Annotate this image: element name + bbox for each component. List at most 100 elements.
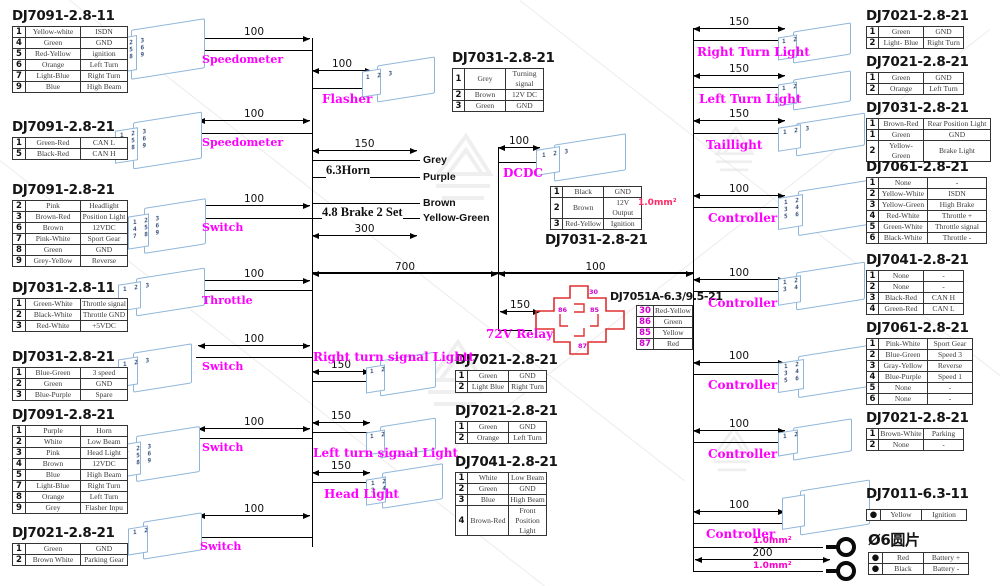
table-row: 8 Green GND	[13, 245, 128, 256]
table-cell: None	[879, 282, 924, 293]
table-title: DJ7031-2.8-21	[452, 50, 555, 66]
table-row: 1 Green-Red CAN L	[13, 138, 128, 149]
table-cell: +5VDC	[81, 321, 128, 332]
table-cell: Left Turn	[924, 84, 964, 95]
right-bus-line	[693, 28, 694, 571]
branch-label-brake: 4.8 Brake 2 Set	[322, 205, 403, 220]
table-cell: GND	[924, 27, 964, 38]
table-cell: Yellow-Green	[879, 141, 924, 162]
table-cell: 5	[867, 383, 879, 394]
table-row: 3 Black-Red CAN H	[867, 293, 964, 304]
pinout-table: DJ7031-2.8-21 1 Grey Turning signal 2 Brown 1…	[452, 50, 555, 113]
battery-positive-wire	[693, 547, 823, 548]
table-cell: 6	[13, 60, 26, 71]
table-cell: 2	[867, 189, 879, 200]
table-cell: Green	[26, 544, 81, 555]
pin-table: 1 White Low Beam 2 Green GND 3 Blue High Beam 4 Br…	[455, 472, 547, 537]
dim-line: 100	[498, 135, 540, 151]
dim-line: 150	[312, 138, 417, 154]
pin-table: 1 Yellow-white ISDN 4 Green GND 5 Red-Yellow ign…	[12, 26, 128, 93]
table-cell: 2	[456, 484, 468, 495]
table-cell: GND	[81, 544, 128, 555]
branch-label-speedometer: Speedometer	[202, 136, 284, 149]
table-cell: Head Light	[81, 448, 128, 459]
table-cell: 2	[867, 350, 879, 361]
table-cell: Pink	[26, 201, 81, 212]
table-title: DJ7021-2.8-21	[455, 352, 558, 368]
table-row: 3 Green GND	[453, 100, 544, 112]
table-cell: GND	[81, 38, 128, 49]
table-row: 2 Yellow-White ISDN	[867, 189, 987, 200]
table-cell: Blue	[26, 82, 81, 93]
table-cell: 4	[456, 506, 468, 537]
connector-drawing-9pin: 1 2 3 4 5 6 7 8 9	[115, 103, 203, 179]
table-row: 85 Yellow	[637, 328, 693, 339]
pinout-table: DJ7021-2.8-21 1 Green GND 2 Orange Left Turn	[455, 403, 558, 445]
dim-line: 150	[693, 16, 785, 32]
table-cell: 2	[13, 310, 26, 321]
table-row: 1 None -	[867, 178, 987, 189]
table-title: DJ7061-2.8-21	[866, 159, 969, 175]
pinout-table: DJ7091-2.8-21 2 Pink Headlight 3 Brown-Red Po…	[12, 182, 128, 268]
table-row: 3 Brown-Red Position Light	[13, 212, 128, 223]
table-title: DJ7021-2.8-21	[12, 525, 115, 541]
table-cell: Blue-Green	[879, 350, 928, 361]
wire	[196, 537, 312, 538]
table-cell: White	[26, 437, 81, 448]
table-cell: 5	[13, 470, 26, 481]
table-cell: 6	[13, 223, 26, 234]
table-cell: 2	[456, 433, 468, 444]
table-cell: Orange	[26, 60, 81, 71]
table-cell: Grey-Yellow	[26, 256, 81, 267]
table-row: 4 Green-Red CAN L	[867, 304, 964, 315]
table-cell: -	[928, 383, 973, 394]
table-row: 1 Green-White Throttle signal	[13, 299, 128, 310]
wire	[498, 162, 542, 163]
table-row: 4 Brown 12VDC	[13, 459, 128, 470]
table-title: Ø6圆片	[868, 531, 920, 549]
connector-drawing-1pin	[782, 472, 872, 544]
table-cell: Speed 1	[928, 372, 973, 383]
table-cell: Parking Gear	[81, 555, 128, 566]
table-cell: Position Light	[81, 212, 128, 223]
table-row: 1 White Low Beam	[456, 473, 547, 484]
pin-table: 1 Green GND 2 Orange Left Turn	[455, 421, 547, 444]
table-cell: ignition	[81, 49, 128, 60]
wire	[693, 87, 781, 88]
dim-line: 100	[198, 333, 310, 349]
connector-drawing-4pin: 1 2 3 4	[778, 256, 866, 318]
table-cell: Reverse	[81, 256, 128, 267]
table-cell: Green-White	[26, 299, 81, 310]
table-cell: 2	[13, 201, 26, 212]
table-row: 7 Pink-White Sport Gear	[13, 234, 128, 245]
table-cell: Green-White	[879, 222, 928, 233]
table-cell: Blue-Purple	[26, 390, 81, 401]
table-cell: Ignition	[604, 218, 643, 230]
table-title: DJ7041-2.8-21	[866, 252, 969, 268]
dim-line: 100	[693, 267, 785, 283]
table-cell: Right Turn	[81, 481, 128, 492]
table-cell: High Brake	[928, 200, 987, 211]
connector-drawing-2pin: 1 2	[128, 506, 204, 568]
table-cell: Throttle -	[928, 233, 987, 244]
table-cell: Brown	[26, 223, 81, 234]
table-title: DJ7091-2.8-21	[12, 182, 115, 198]
table-row: 5 Green-White Throttle signal	[867, 222, 987, 233]
connector-drawing-3pin: 1 2 3	[778, 108, 866, 162]
table-title: DJ7041-2.8-21	[455, 454, 558, 470]
dim-line: 100	[693, 183, 785, 199]
table-cell: 1	[13, 368, 26, 379]
connector-drawing-9pin: 1 2 3 4 5 6 7 8 9	[128, 190, 208, 264]
table-cell: 4	[13, 38, 26, 49]
table-cell: High Beam	[509, 495, 547, 506]
table-cell: Brown	[26, 459, 81, 470]
table-cell: 1	[453, 69, 465, 90]
table-cell: High Beam	[81, 470, 128, 481]
table-cell: Brown-Red	[879, 119, 924, 130]
pin-table: 1 Blue-Green 3 speed 2 Green GND 3 Blue-Purple S…	[12, 367, 128, 401]
table-cell: Yellow-Green	[879, 200, 928, 211]
table-cell: 5	[867, 222, 879, 233]
table-cell: 1	[13, 299, 26, 310]
wire	[693, 40, 781, 41]
